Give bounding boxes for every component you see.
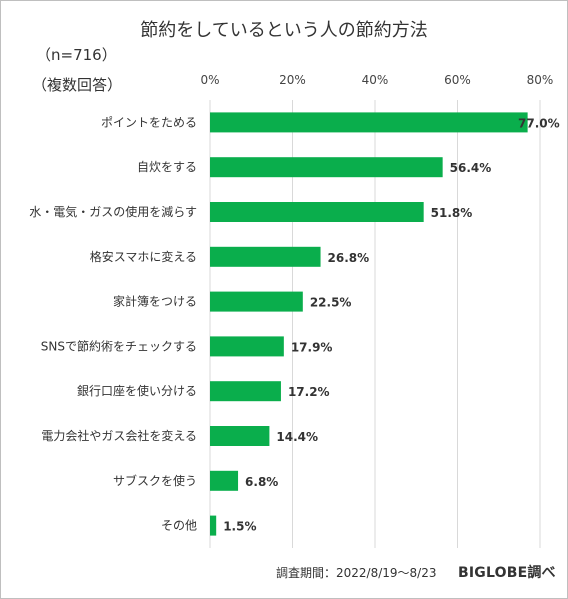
category-label: 水・電気・ガスの使用を減らす	[29, 204, 197, 219]
value-label: 56.4%	[450, 161, 492, 175]
bar	[210, 426, 270, 446]
category-label: 銀行口座を使い分ける	[77, 383, 197, 398]
category-label: 自炊をする	[137, 160, 197, 174]
chart-title: 節約をしているという人の節約方法	[140, 20, 428, 41]
x-tick-label: 0%	[200, 73, 219, 87]
value-label: 17.2%	[288, 385, 330, 399]
bar	[210, 291, 303, 312]
value-label: 51.8%	[431, 206, 473, 220]
category-label: 電力会社やガス会社を変える	[41, 428, 197, 443]
bar	[210, 381, 281, 402]
x-tick-label: 40%	[362, 73, 389, 87]
category-label: SNSで節約術をチェックする	[41, 338, 197, 353]
sample-size-note: （n=716）	[36, 46, 117, 64]
category-label: 家計簿をつける	[113, 294, 197, 309]
bar	[210, 112, 528, 133]
value-label: 14.4%	[276, 430, 318, 444]
x-axis-ticks: 0% 20% 40% 60% 80%	[200, 73, 553, 87]
bars	[210, 112, 528, 536]
multiple-answer-note: （複数回答）	[32, 76, 123, 94]
category-label: サブスクを使う	[113, 473, 197, 488]
value-labels: 77.0% 56.4% 51.8% 26.8% 22.5% 17.9% 17.2% 14.4%…	[223, 116, 559, 533]
value-label: 1.5%	[223, 520, 256, 534]
bar	[210, 336, 284, 357]
bar	[210, 246, 321, 267]
brand-credit: BIGLOBE調べ	[458, 565, 556, 581]
x-tick-label: 60%	[444, 73, 471, 87]
bar	[210, 157, 443, 178]
value-label: 6.8%	[245, 475, 278, 489]
bar	[210, 202, 424, 222]
category-label: その他	[161, 519, 197, 533]
category-label: 格安スマホに変える	[90, 249, 197, 264]
survey-period-note: 調査期間：2022/8/19〜8/23	[276, 566, 437, 580]
bar	[210, 470, 239, 491]
x-tick-label: 80%	[527, 73, 554, 87]
category-label: ポイントをためる	[101, 115, 197, 129]
bar	[210, 515, 217, 536]
x-tick-label: 20%	[279, 73, 306, 87]
category-labels: ポイントをためる自炊をする水・電気・ガスの使用を減らす格安スマホに変える家計簿を…	[29, 115, 197, 532]
value-label: 77.0%	[518, 116, 560, 130]
value-label: 26.8%	[328, 251, 370, 265]
value-label: 22.5%	[310, 296, 352, 310]
value-label: 17.9%	[291, 340, 333, 354]
